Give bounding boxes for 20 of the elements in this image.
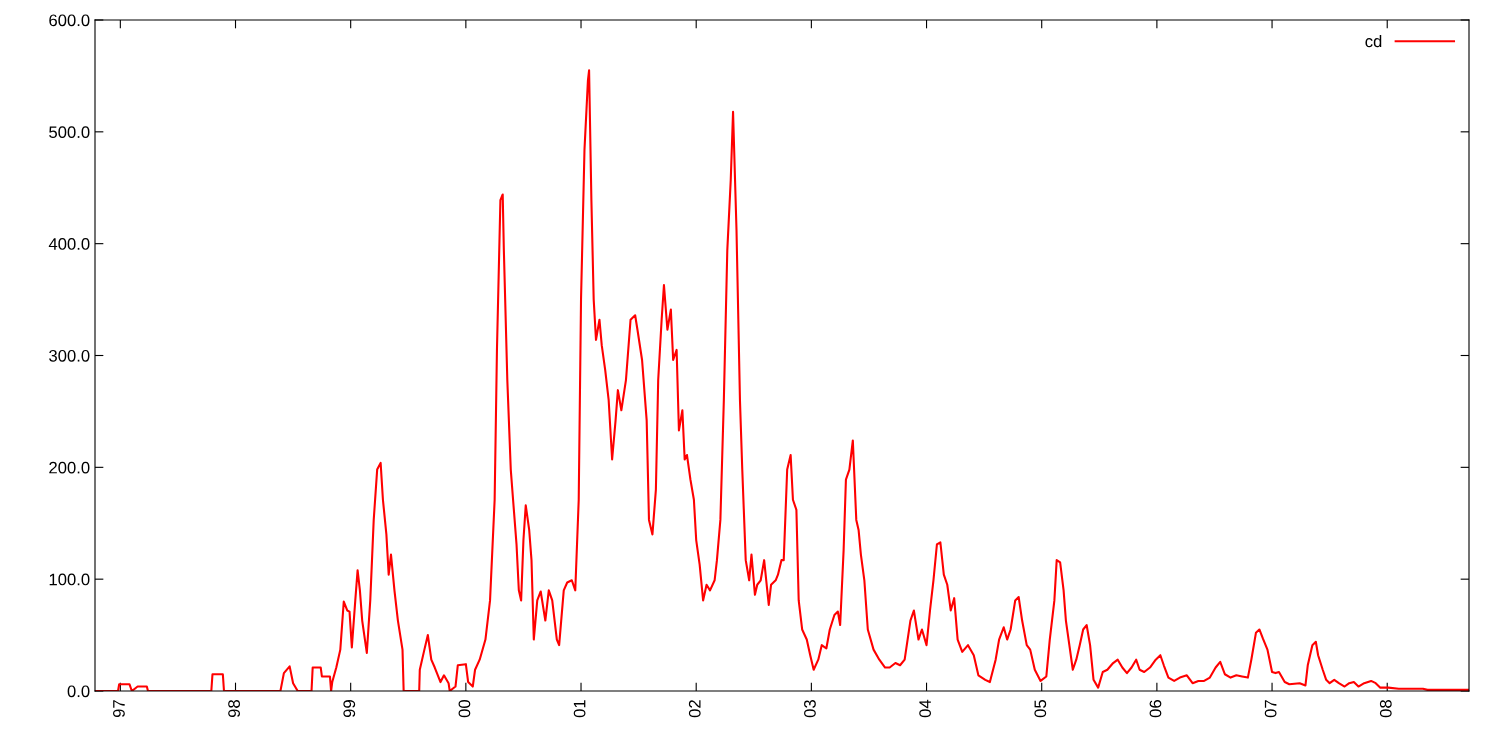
x-tick-label: 07 xyxy=(1264,700,1277,718)
y-tick-label: 100.0 xyxy=(49,573,90,586)
x-tick-label: 02 xyxy=(688,700,701,718)
x-tick-label: 98 xyxy=(228,700,240,718)
x-tick-label: 01 xyxy=(573,700,586,718)
y-tick-label: 500.0 xyxy=(49,126,90,139)
y-tick-label: 400.0 xyxy=(48,238,90,250)
y-tick-label: 200.0 xyxy=(49,461,90,474)
x-tick-label: 97 xyxy=(113,700,125,718)
x-tick-label: 06 xyxy=(1149,700,1162,718)
x-tick-label: 08 xyxy=(1379,700,1392,718)
legend-label: cd xyxy=(1365,35,1382,48)
x-tick-label: 05 xyxy=(1034,700,1047,718)
y-tick-label: 300.0 xyxy=(49,349,90,362)
y-tick-label: 0.0 xyxy=(67,685,90,698)
x-tick-label: 03 xyxy=(804,700,816,718)
x-tick-label: 00 xyxy=(458,699,471,718)
x-tick-label: 04 xyxy=(919,699,932,718)
x-tick-label: 99 xyxy=(343,700,356,718)
y-tick-label: 600.0 xyxy=(49,14,90,27)
